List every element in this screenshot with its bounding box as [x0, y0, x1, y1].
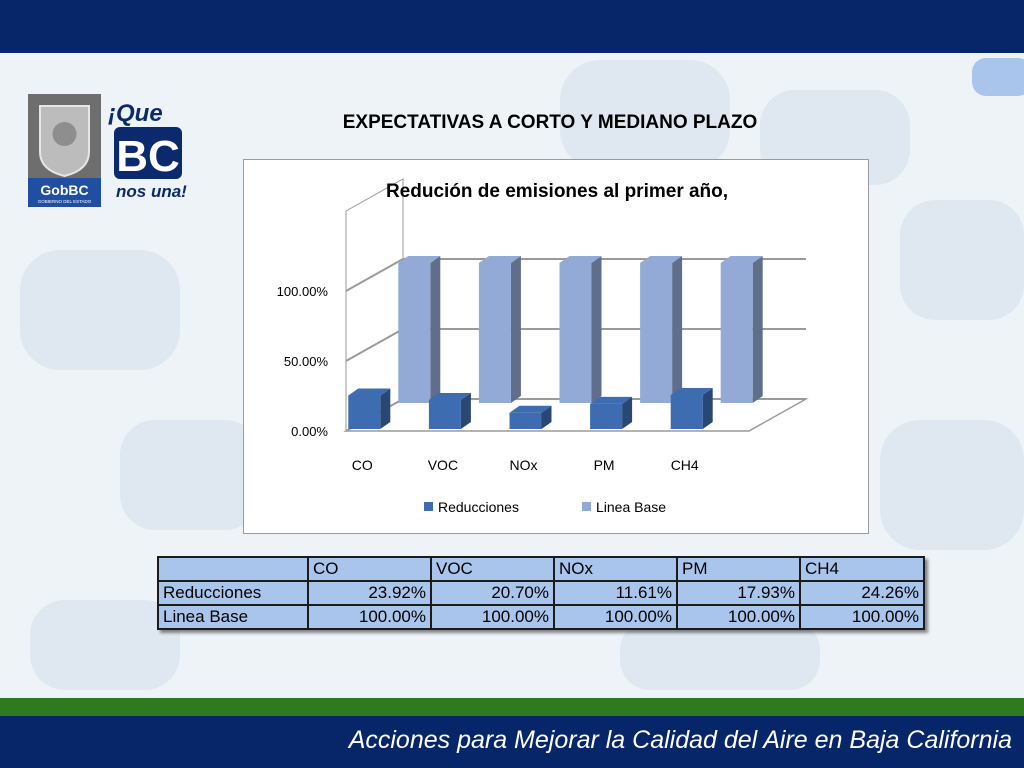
bc-logo-line1: ¡Que [108, 100, 163, 127]
bar-reducciones-face [460, 393, 471, 429]
data-table: CO VOC NOx PM CH4 Reducciones 23.92% 20.… [157, 556, 925, 630]
bar-linea-base-face [720, 263, 753, 403]
table-cell: 24.26% [799, 580, 925, 606]
bar-reducciones-face [590, 403, 623, 429]
table-cell: 100.00% [307, 604, 432, 630]
bar-reducciones-face [348, 395, 381, 429]
table-row-label: Linea Base [157, 604, 309, 630]
bar-linea-base-face [510, 256, 521, 403]
bar-linea-base-face [752, 256, 763, 403]
bar-linea-base-face [672, 256, 683, 403]
table-cell: 100.00% [676, 604, 801, 630]
gob-logo-subtext: GOBIERNO DEL ESTADO [38, 199, 92, 204]
bar-reducciones-face [509, 405, 552, 413]
table-row: Reducciones 23.92% 20.70% 11.61% 17.93% … [157, 580, 925, 606]
bar-linea-base-face [640, 256, 683, 263]
gobbc-logo: GobBC GOBIERNO DEL ESTADO [28, 94, 101, 207]
x-tick-label: VOC [428, 457, 458, 473]
bar-reducciones-face [509, 412, 542, 429]
bar-linea-base-face [720, 256, 763, 263]
y-tick-label: 0.00% [291, 424, 328, 439]
bar-reducciones-face [428, 393, 471, 401]
bar-reducciones-face [348, 388, 391, 396]
table-header-cell [157, 556, 309, 582]
bar-linea-base-face [430, 256, 441, 403]
table-row: Linea Base 100.00% 100.00% 100.00% 100.0… [157, 604, 925, 630]
green-stripe [0, 698, 1024, 716]
bar-linea-base-face [640, 263, 673, 403]
table-cell: 20.70% [430, 580, 555, 606]
bar-reducciones-face [541, 405, 552, 429]
bar-reducciones-face [670, 395, 703, 429]
table-cell: 100.00% [553, 604, 678, 630]
bc-logo-line2: BC [116, 132, 180, 181]
x-tick-label: PM [594, 457, 615, 473]
y-tick-label: 100.00% [277, 284, 329, 299]
table-header-row: CO VOC NOx PM CH4 [157, 556, 925, 582]
x-tick-label: CO [352, 457, 373, 473]
bar-linea-base [640, 256, 683, 403]
legend-label: Reducciones [438, 499, 519, 515]
bar-linea-base [398, 256, 441, 403]
table-cell: 100.00% [799, 604, 925, 630]
x-tick-label: CH4 [671, 457, 699, 473]
bar-linea-base-face [398, 263, 431, 403]
legend-swatch [582, 502, 591, 511]
bar-reducciones-face [590, 396, 633, 404]
chart-floor [343, 398, 809, 432]
bar-linea-base [720, 256, 763, 403]
bar-reducciones [590, 396, 633, 429]
gob-logo-text: GobBC [40, 182, 88, 198]
bar-reducciones-face [380, 388, 391, 429]
bar-linea-base-face [559, 256, 602, 263]
chart-title: Redución de emisiones al primer año, [386, 181, 728, 202]
bar-linea-base-face [398, 256, 441, 263]
chart-container: 0.00% 50.00% 100.00% CO VOC NOx PM CH4 Reduccion… [243, 159, 869, 534]
table-header-cell: PM [676, 556, 801, 582]
page-title: EXPECTATIVAS A CORTO Y MEDIANO PLAZO [342, 112, 758, 133]
bar-reducciones-face [702, 388, 713, 429]
bar-linea-base-face [478, 263, 511, 403]
bar-linea-base-face [478, 256, 521, 263]
bar-reducciones [670, 388, 713, 429]
bar-linea-base-face [559, 263, 592, 403]
bar-reducciones [348, 388, 391, 429]
footer-banner [0, 716, 1024, 768]
bar-reducciones [509, 405, 552, 429]
bar-linea-base [559, 256, 602, 403]
legend-label: Linea Base [596, 499, 666, 515]
x-tick-label: NOx [510, 457, 538, 473]
table-row-label: Reducciones [157, 580, 309, 606]
table-cell: 17.93% [676, 580, 801, 606]
bc-logo-line3: nos una! [116, 182, 187, 201]
table-header-cell: CO [307, 556, 432, 582]
bar-reducciones-face [622, 396, 633, 429]
bar-linea-base [478, 256, 521, 403]
legend-swatch [424, 502, 433, 511]
table-header-cell: CH4 [799, 556, 925, 582]
bar-reducciones-face [670, 388, 713, 396]
table-header-cell: VOC [430, 556, 555, 582]
que-bc-logo: ¡Que BC nos una! [108, 100, 187, 201]
bar-reducciones [428, 393, 471, 429]
emissions-chart: 0.00% 50.00% 100.00% CO VOC NOx PM CH4 Reduccion… [277, 178, 809, 515]
bar-linea-base-face [591, 256, 602, 403]
top-banner [0, 0, 1024, 53]
y-tick-label: 50.00% [284, 354, 329, 369]
table-cell: 100.00% [430, 604, 555, 630]
footer-text: Acciones para Mejorar la Calidad del Air… [348, 726, 1012, 754]
bar-reducciones-face [428, 400, 461, 429]
table-cell: 23.92% [307, 580, 432, 606]
table-cell: 11.61% [553, 580, 678, 606]
table-header-cell: NOx [553, 556, 678, 582]
